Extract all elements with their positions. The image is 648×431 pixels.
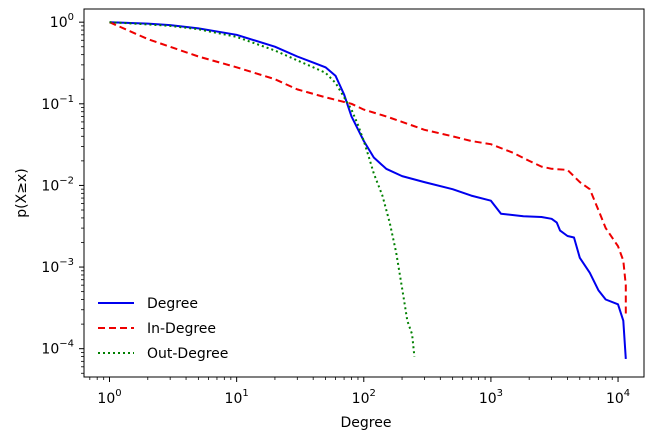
y-tick-label-4: 10−4 [41,339,74,358]
series-layer [109,21,627,359]
legend-label-out-degree: Out-Degree [147,346,228,362]
x-tick-label-2: 102 [352,388,376,407]
x-tick-label-1: 101 [225,388,249,407]
series-line-in-degree [109,21,627,314]
axis-ticks: 100 101 102 103 104 100 10−1 10−2 10−3 10−4 [41,12,630,407]
y-tick-label-2: 10−2 [41,175,74,194]
y-tick-label-1: 10−1 [41,94,74,113]
x-axis-label: Degree [341,415,392,431]
x-tick-label-3: 103 [479,388,503,407]
y-axis-label: p(X≥x) [14,168,30,217]
legend: Degree In-Degree Out-Degree [98,296,228,362]
legend-label-degree: Degree [147,296,198,312]
series-line-degree [109,21,627,359]
legend-label-in-degree: In-Degree [147,321,216,337]
x-tick-label-4: 104 [606,388,630,407]
y-tick-label-3: 10−3 [41,257,74,276]
x-tick-label-0: 100 [97,388,121,407]
y-tick-label-0: 100 [50,12,74,31]
series-line-out-degree [109,21,416,357]
